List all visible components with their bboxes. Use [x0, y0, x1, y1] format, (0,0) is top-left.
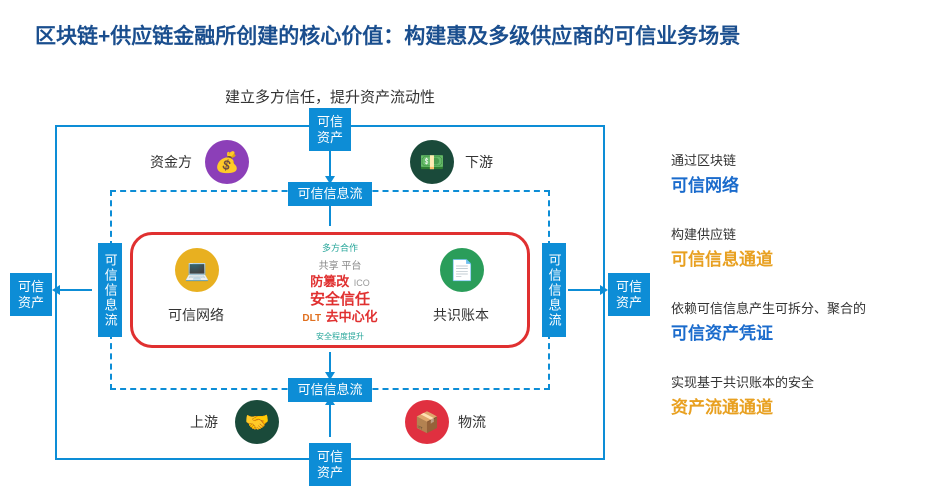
- arrow-right-out: [568, 289, 600, 291]
- rp-item-3: 实现基于共识账本的安全 资产流通通道: [671, 372, 901, 418]
- network-icon: 💻: [175, 248, 219, 292]
- subtitle: 建立多方信任，提升资产流动性: [225, 86, 435, 107]
- arrow-bot-down: [329, 352, 331, 372]
- page-title: 区块链+供应链金融所创建的核心价值：构建惠及多级供应商的可信业务场景: [35, 20, 740, 50]
- network-label: 可信网络: [168, 305, 224, 325]
- rp-big-0: 可信网络: [671, 171, 901, 196]
- asset-top: 可信资产: [309, 108, 351, 151]
- arrow-bot-up: [329, 405, 331, 437]
- rp-big-2: 可信资产凭证: [671, 319, 901, 344]
- rp-big-3: 资产流通通道: [671, 393, 901, 418]
- ledger-label: 共识账本: [433, 305, 489, 325]
- diagram-container: 可信资产 可信资产 可信资产 可信资产 可信信息流 可信信息流 可信信息流 可信…: [10, 110, 650, 480]
- downstream-icon: 💵: [410, 140, 454, 184]
- ledger-icon: 📄: [440, 248, 484, 292]
- rp-item-1: 构建供应链 可信信息通道: [671, 224, 901, 270]
- wordcloud: 多方合作 共享 平台 防篡改 ICO 安全信任 DLT 去中心化 安全程度提升: [280, 238, 400, 344]
- asset-left: 可信资产: [10, 273, 52, 316]
- upstream-icon: 🤝: [235, 400, 279, 444]
- arrow-left-out: [60, 289, 92, 291]
- upstream-label: 上游: [190, 412, 218, 432]
- info-flow-left: 可信信息流: [98, 243, 122, 337]
- rp-big-1: 可信信息通道: [671, 245, 901, 270]
- arrow-top-up: [329, 206, 331, 226]
- fund-label: 资金方: [150, 152, 192, 172]
- logistics-label: 物流: [458, 412, 486, 432]
- asset-right: 可信资产: [608, 273, 650, 316]
- info-flow-right: 可信信息流: [542, 243, 566, 337]
- downstream-label: 下游: [465, 152, 493, 172]
- right-panel: 通过区块链 可信网络 构建供应链 可信信息通道 依赖可信信息产生可拆分、聚合的 …: [671, 150, 901, 446]
- rp-item-2: 依赖可信信息产生可拆分、聚合的 可信资产凭证: [671, 298, 901, 344]
- rp-item-0: 通过区块链 可信网络: [671, 150, 901, 196]
- arrow-top-down: [329, 148, 331, 176]
- fund-icon: 💰: [205, 140, 249, 184]
- logistics-icon: 📦: [405, 400, 449, 444]
- asset-bottom: 可信资产: [309, 443, 351, 486]
